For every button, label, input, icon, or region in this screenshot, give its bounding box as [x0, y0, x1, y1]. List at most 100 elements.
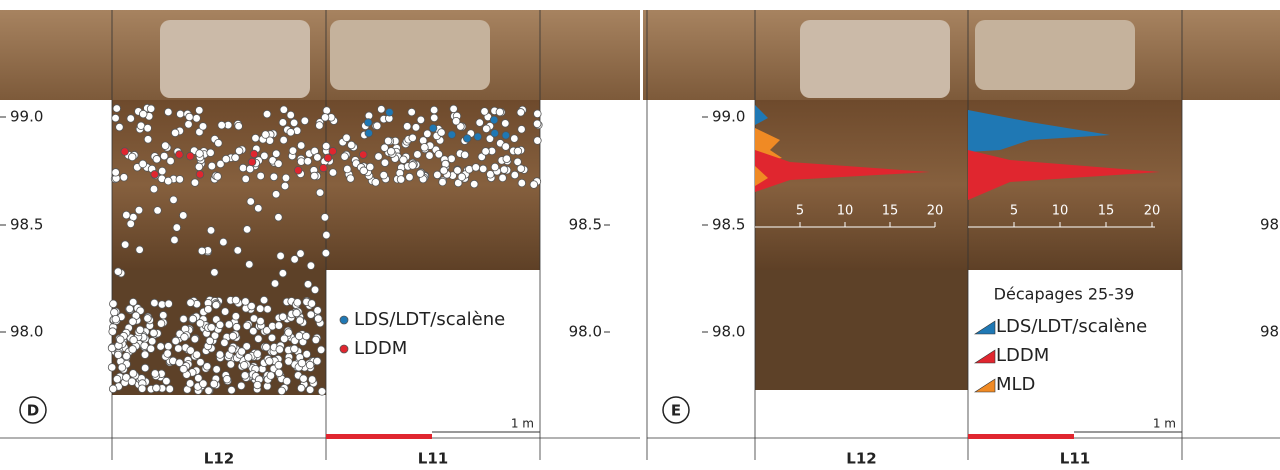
find — [186, 298, 195, 307]
find — [222, 374, 232, 384]
find — [122, 210, 131, 220]
find — [513, 146, 523, 156]
find — [262, 342, 271, 352]
find — [214, 138, 223, 148]
find — [175, 150, 184, 159]
find — [196, 358, 205, 367]
find — [199, 379, 208, 388]
find — [242, 321, 252, 331]
find — [150, 298, 159, 308]
find — [194, 373, 203, 383]
find — [108, 384, 118, 394]
finds — [107, 103, 543, 396]
find — [489, 115, 499, 125]
find — [278, 269, 288, 278]
find — [194, 162, 204, 172]
find — [277, 386, 286, 396]
find — [241, 297, 250, 306]
find — [292, 308, 301, 318]
find — [170, 235, 179, 245]
find — [303, 280, 313, 289]
elevation-label: 99.0 — [10, 108, 43, 126]
find — [138, 159, 148, 169]
find — [313, 356, 322, 366]
elevation-label: 98.0 — [1260, 323, 1280, 341]
find — [478, 164, 488, 174]
find — [365, 162, 375, 172]
find — [176, 109, 185, 119]
find — [447, 154, 456, 163]
find — [231, 312, 241, 321]
find — [143, 123, 152, 133]
find — [175, 175, 184, 184]
find — [449, 104, 458, 114]
find — [405, 172, 414, 182]
find — [533, 136, 542, 145]
find — [247, 157, 257, 167]
find — [274, 213, 283, 222]
find — [305, 360, 315, 370]
panel-label: D — [27, 402, 39, 420]
find — [323, 153, 333, 163]
find — [529, 180, 539, 189]
find — [163, 349, 172, 358]
find — [420, 143, 429, 152]
find — [240, 361, 249, 370]
find — [290, 344, 299, 354]
find — [322, 230, 331, 240]
find — [343, 164, 352, 174]
find — [347, 140, 356, 150]
find — [198, 122, 208, 131]
find — [231, 295, 241, 305]
find — [122, 351, 131, 361]
find — [149, 328, 158, 338]
find — [274, 360, 283, 370]
find — [501, 131, 511, 140]
find — [533, 109, 542, 118]
find — [315, 188, 325, 197]
find — [255, 304, 265, 313]
find — [359, 150, 368, 159]
find — [517, 125, 526, 134]
find — [185, 112, 194, 122]
find — [233, 246, 242, 255]
find — [224, 320, 234, 329]
find — [286, 128, 295, 137]
find — [284, 328, 293, 337]
find — [185, 379, 195, 388]
find — [116, 335, 125, 344]
find — [513, 157, 522, 167]
histogram-tick-label: 15 — [882, 204, 899, 219]
find — [246, 197, 255, 206]
find — [164, 176, 173, 186]
find — [296, 384, 306, 393]
find — [429, 105, 439, 115]
find — [278, 118, 288, 127]
find — [305, 385, 315, 394]
find — [240, 371, 250, 380]
find — [215, 350, 225, 359]
find — [125, 304, 134, 314]
find — [307, 299, 317, 308]
find — [262, 109, 272, 119]
find — [195, 106, 204, 115]
find — [265, 357, 274, 366]
find — [115, 122, 124, 132]
find — [501, 142, 510, 151]
find — [307, 375, 317, 384]
find — [245, 164, 255, 174]
find — [171, 336, 180, 346]
find — [111, 113, 120, 123]
find — [179, 314, 188, 324]
find — [128, 297, 138, 307]
find — [111, 168, 120, 177]
find — [313, 306, 322, 315]
find — [156, 342, 165, 351]
find — [311, 335, 321, 345]
find — [433, 170, 442, 180]
find — [126, 114, 135, 123]
find — [204, 305, 213, 314]
find — [164, 107, 173, 117]
find — [516, 164, 526, 173]
find — [284, 357, 293, 366]
